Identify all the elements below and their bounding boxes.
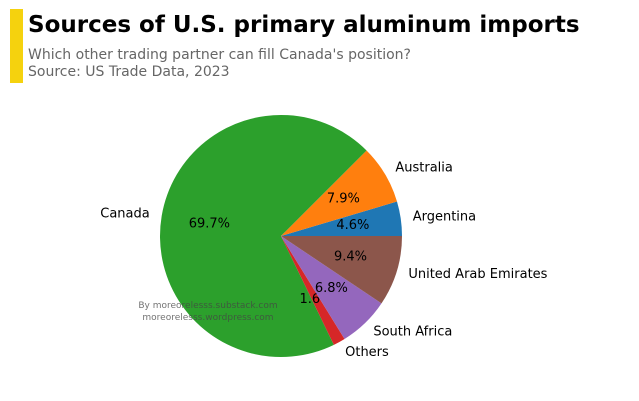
pie-slice-others bbox=[281, 236, 345, 345]
slice-label-others: Others bbox=[345, 345, 389, 360]
slice-label-australia: Australia bbox=[395, 160, 453, 175]
watermark-line-1: By moreorelesss.substack.com bbox=[138, 301, 278, 311]
slice-percent-south-africa: 6.8% bbox=[315, 281, 348, 296]
slice-percent-canada: 69.7% bbox=[189, 216, 230, 231]
pie-slice-united-arab-emirates bbox=[281, 236, 402, 304]
chart-subtitle: Which other trading partner can fill Can… bbox=[28, 47, 411, 81]
chart-title: Sources of U.S. primary aluminum imports bbox=[28, 12, 580, 38]
watermark-line-2: moreorelesss.wordpress.com bbox=[142, 313, 274, 323]
subtitle-question: Which other trading partner can fill Can… bbox=[28, 47, 411, 63]
slice-label-south-africa: South Africa bbox=[373, 324, 452, 339]
watermark: By moreorelesss.substack.com moreoreless… bbox=[130, 300, 286, 324]
pie-slice-canada bbox=[160, 114, 367, 357]
slice-label-canada: Canada bbox=[100, 206, 149, 221]
slice-percent-argentina: 4.6% bbox=[336, 218, 369, 233]
subtitle-source: Source: US Trade Data, 2023 bbox=[28, 64, 230, 80]
slice-percent-united-arab-emirates: 9.4% bbox=[334, 250, 367, 265]
slice-percent-australia: 7.9% bbox=[327, 191, 360, 206]
pie-slice-south-africa bbox=[281, 236, 382, 339]
slice-label-united-arab-emirates: United Arab Emirates bbox=[408, 267, 547, 282]
slice-label-argentina: Argentina bbox=[413, 209, 476, 224]
pie-slice-argentina bbox=[281, 201, 402, 236]
title-accent-bar bbox=[10, 9, 23, 83]
pie-slice-australia bbox=[281, 150, 397, 236]
